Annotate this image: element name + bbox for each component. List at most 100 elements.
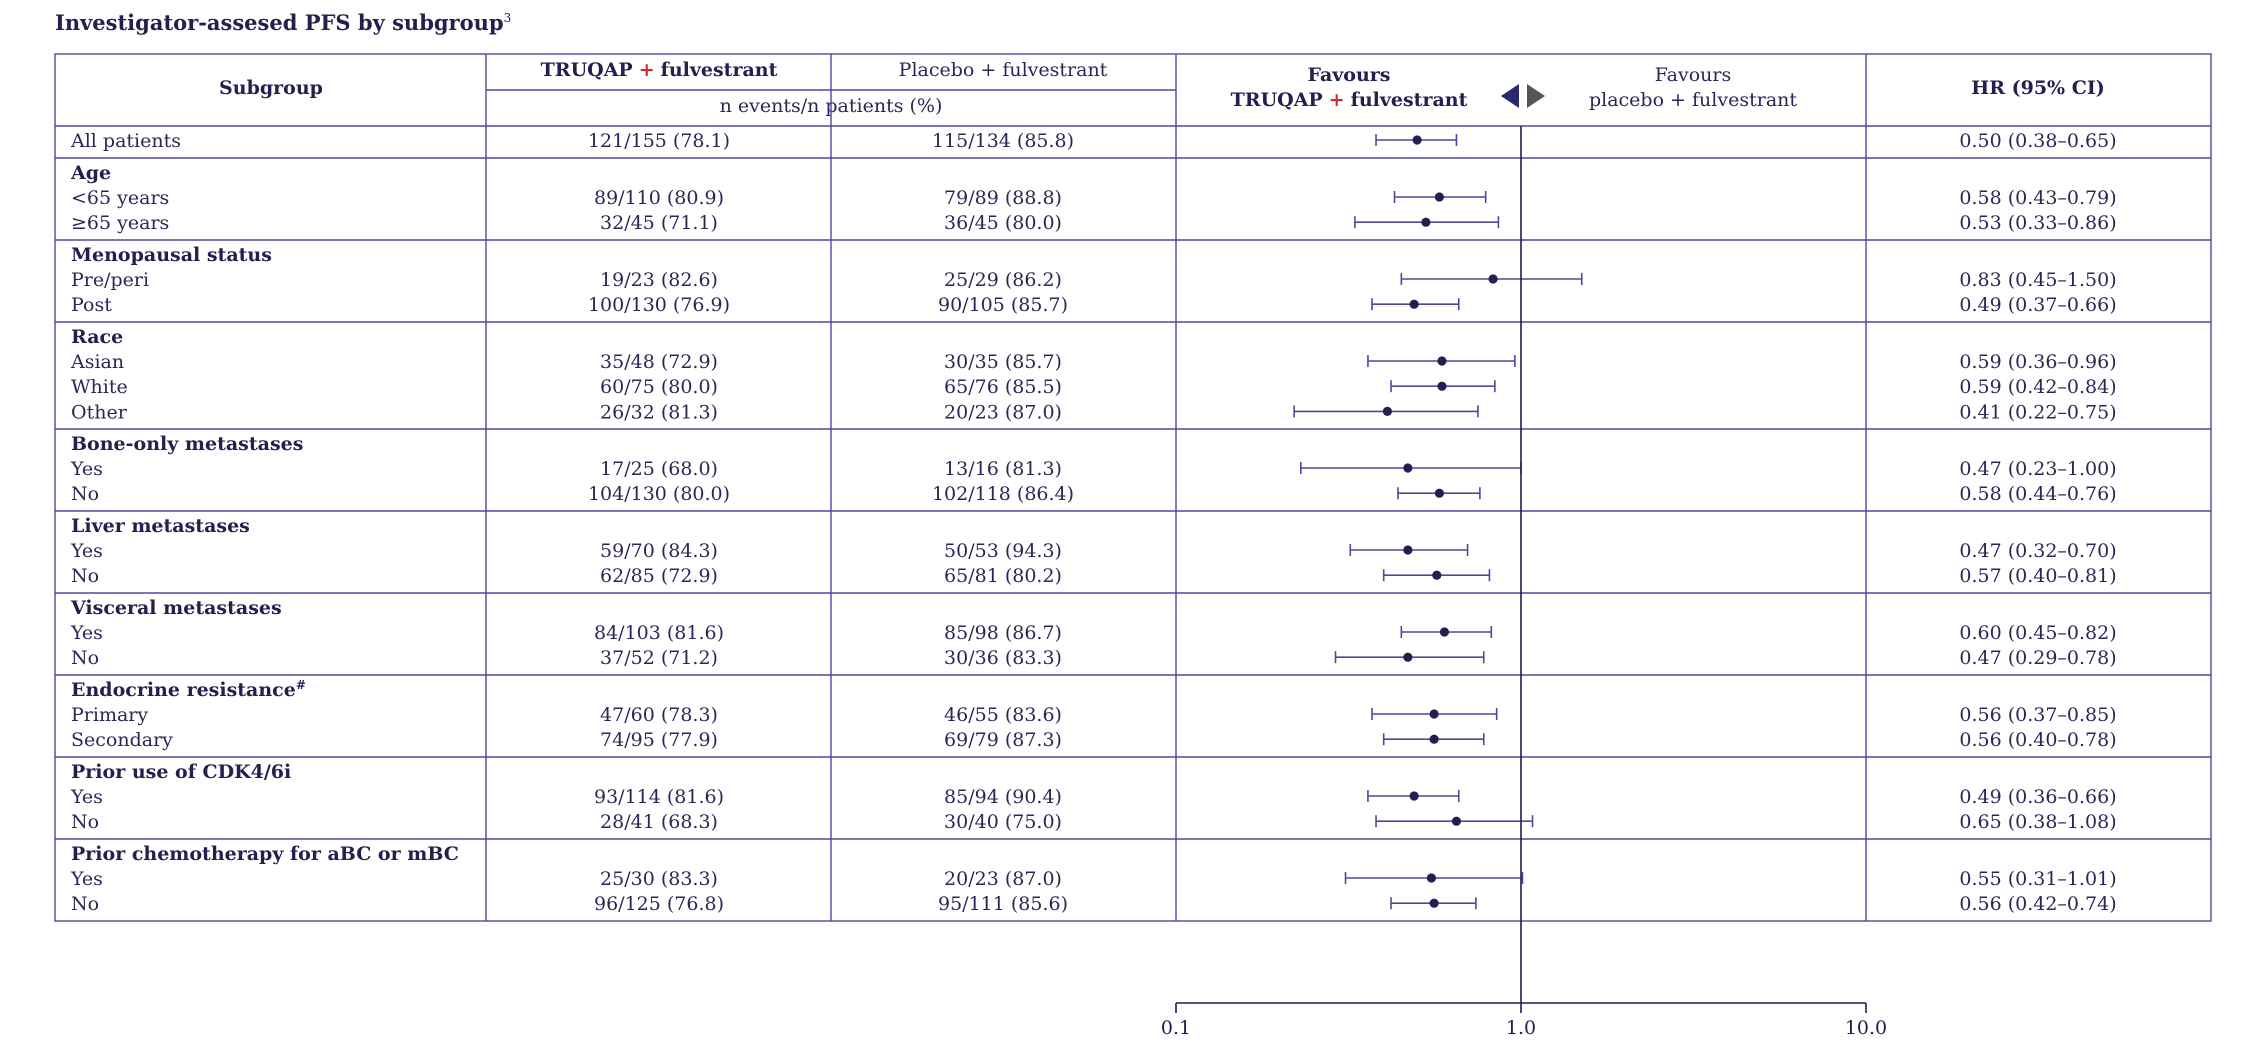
table-row: No 28/41 (68.3) 30/40 (75.0) 0.65 (0.38–1.0…	[71, 811, 2117, 833]
table-row: Asian 35/48 (72.9) 30/35 (85.7) 0.59 (0.36–…	[70, 351, 2117, 373]
row-placebo-events: 13/16 (81.3)	[944, 458, 1062, 480]
subgroup-heading-text: Age	[70, 162, 111, 184]
hr-point	[1382, 406, 1393, 416]
row-placebo-events: 36/45 (80.0)	[944, 212, 1062, 234]
header-subgroup: Subgroup	[219, 77, 323, 99]
forest-mark	[1400, 273, 1583, 285]
row-label: Yes	[70, 622, 103, 644]
row-truqap-events: 37/52 (71.2)	[600, 647, 718, 669]
forest-mark	[1393, 191, 1487, 203]
table-header: Subgroup TRUQAP + fulvestrant Placebo + fu…	[219, 59, 2105, 117]
header-favours-left-2: TRUQAP + fulvestrant	[1231, 89, 1468, 111]
row-hr-ci: 0.41 (0.22–0.75)	[1959, 401, 2116, 423]
table-row: Yes 93/114 (81.6) 85/94 (90.4) 0.49 (0.36–0…	[70, 786, 2117, 808]
hr-point	[1437, 356, 1447, 366]
hr-point	[1403, 463, 1413, 473]
row-hr-ci: 0.50 (0.38–0.65)	[1959, 130, 2116, 152]
row-label: Yes	[70, 540, 103, 562]
header-favours-right-1: Favours	[1655, 64, 1731, 86]
subgroup-block: Endocrine resistance# Primary 47/60 (78.3)…	[71, 678, 2117, 751]
row-hr-ci: 0.59 (0.42–0.84)	[1959, 376, 2116, 398]
row-label: Yes	[70, 458, 103, 480]
forest-mark	[1349, 544, 1469, 556]
hr-point	[1434, 488, 1444, 498]
row-truqap-events: 89/110 (80.9)	[594, 187, 724, 209]
table-border	[54, 53, 2212, 922]
table-row: No 104/130 (80.0) 102/118 (86.4) 0.58 (0.44…	[71, 483, 2117, 505]
row-label: Primary	[71, 704, 148, 726]
subgroup-heading-text: Visceral metastases	[70, 597, 282, 619]
row-truqap-events: 93/114 (81.6)	[594, 786, 724, 808]
subgroup-heading-text: Endocrine resistance	[71, 679, 296, 701]
row-placebo-events: 20/23 (87.0)	[944, 401, 1062, 423]
subgroup-block: Prior chemotherapy for aBC or mBC Yes 25/3…	[70, 843, 2117, 915]
header-favours-left-name: TRUQAP	[1231, 89, 1323, 111]
header-favours-left-1: Favours	[1308, 64, 1391, 86]
row-truqap-events: 60/75 (80.0)	[600, 376, 718, 398]
subgroup-heading: Liver metastases	[71, 515, 250, 537]
subgroup-block: Bone-only metastases Yes 17/25 (68.0) 13/16…	[70, 433, 2117, 505]
forest-mark	[1375, 134, 1458, 146]
row-label: No	[71, 893, 99, 915]
subgroup-heading-text: Bone-only metastases	[71, 433, 303, 455]
forest-mark	[1371, 298, 1460, 311]
table-row: White 60/75 (80.0) 65/76 (85.5) 0.59 (0.42–…	[71, 376, 2117, 398]
row-hr-ci: 0.49 (0.36–0.66)	[1959, 786, 2116, 808]
table-row: Yes 59/70 (84.3) 50/53 (94.3) 0.47 (0.32–0.…	[70, 540, 2117, 562]
row-label: <65 years	[71, 187, 169, 209]
row-label: Pre/peri	[71, 269, 149, 291]
row-label: Other	[71, 401, 128, 423]
table-row: <65 years 89/110 (80.9) 79/89 (88.8) 0.58 (…	[71, 187, 2117, 209]
row-truqap-events: 25/30 (83.3)	[600, 868, 718, 890]
forest-mark	[1382, 733, 1485, 746]
subgroup-heading: Bone-only metastases	[71, 433, 303, 455]
row-hr-ci: 0.55 (0.31–1.01)	[1959, 868, 2116, 890]
hr-point	[1429, 898, 1439, 908]
header-favours-left-plus: +	[1329, 89, 1345, 111]
row-hr-ci: 0.83 (0.45–1.50)	[1959, 269, 2116, 291]
hr-point	[1409, 791, 1419, 801]
table-row: Post 100/130 (76.9) 90/105 (85.7) 0.49 (0.3…	[71, 294, 2117, 316]
hr-point	[1412, 135, 1422, 145]
forest-mark	[1390, 897, 1477, 910]
row-label: All patients	[70, 130, 181, 152]
subgroup-block: All patients 121/155 (78.1) 115/134 (85.8)…	[70, 130, 2117, 152]
row-truqap-events: 26/32 (81.3)	[600, 401, 718, 423]
forest-mark	[1375, 815, 1534, 828]
row-hr-ci: 0.58 (0.43–0.79)	[1959, 187, 2116, 209]
hr-point	[1437, 381, 1447, 391]
header-truqap: TRUQAP + fulvestrant	[541, 59, 778, 81]
page-title-text: Investigator-assesed PFS by subgroup	[55, 10, 504, 35]
row-placebo-events: 46/55 (83.6)	[944, 704, 1062, 726]
page-title: Investigator-assesed PFS by subgroup3	[55, 10, 511, 35]
subgroup-block: Menopausal status Pre/peri 19/23 (82.6) 25/…	[71, 244, 2117, 316]
subgroup-heading-text: Prior use of CDK4/6i	[71, 761, 291, 783]
row-truqap-events: 121/155 (78.1)	[588, 130, 730, 152]
row-hr-ci: 0.58 (0.44–0.76)	[1959, 483, 2116, 505]
row-placebo-events: 20/23 (87.0)	[944, 868, 1062, 890]
row-hr-ci: 0.56 (0.40–0.78)	[1959, 729, 2116, 751]
table-row: Yes 25/30 (83.3) 20/23 (87.0) 0.55 (0.31–1.…	[70, 868, 2117, 890]
forest-mark	[1390, 380, 1496, 393]
row-hr-ci: 0.47 (0.32–0.70)	[1959, 540, 2116, 562]
row-label: Yes	[70, 786, 103, 808]
forest-mark	[1293, 405, 1479, 418]
table-body: All patients 121/155 (78.1) 115/134 (85.8)…	[70, 130, 2117, 915]
forest-mark	[1334, 651, 1485, 664]
row-label: Asian	[70, 351, 124, 373]
subgroup-block: Age <65 years 89/110 (80.9) 79/89 (88.8) 0.5…	[70, 162, 2117, 234]
row-truqap-events: 28/41 (68.3)	[600, 811, 718, 833]
table-row: Yes 17/25 (68.0) 13/16 (81.3) 0.47 (0.23–1.…	[70, 458, 2117, 480]
row-placebo-events: 30/36 (83.3)	[944, 647, 1062, 669]
row-truqap-events: 100/130 (76.9)	[588, 294, 730, 316]
row-hr-ci: 0.65 (0.38–1.08)	[1959, 811, 2116, 833]
hr-point	[1403, 545, 1413, 555]
row-hr-ci: 0.56 (0.37–0.85)	[1959, 704, 2116, 726]
hr-point	[1426, 873, 1437, 883]
row-placebo-events: 79/89 (88.8)	[944, 187, 1062, 209]
row-placebo-events: 65/76 (85.5)	[944, 376, 1062, 398]
header-favours-right-2: placebo + fulvestrant	[1589, 89, 1797, 111]
row-truqap-events: 47/60 (78.3)	[600, 704, 718, 726]
subgroup-heading-text: Race	[71, 326, 123, 348]
subgroup-block: Prior use of CDK4/6i Yes 93/114 (81.6) 85/9…	[70, 761, 2117, 833]
